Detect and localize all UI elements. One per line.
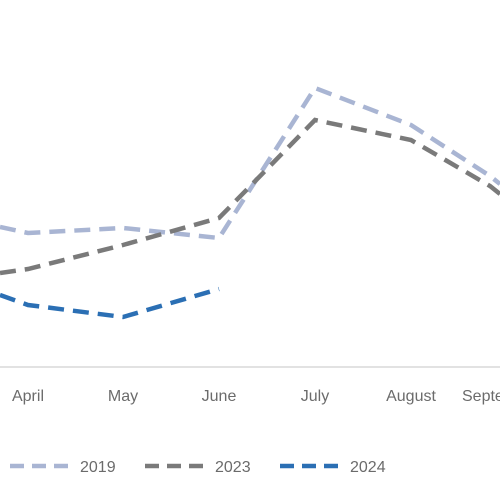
x-tick-label: Septe: [462, 388, 500, 405]
x-tick-labels: April May June July August Septe: [12, 388, 500, 405]
series-layer: [0, 85, 500, 320]
legend-label-2024: 2024: [350, 459, 386, 476]
legend-item-2023: 2023: [145, 459, 251, 476]
legend-label-2019: 2019: [80, 459, 116, 476]
x-tick-label: June: [202, 388, 237, 405]
series-line-2019: [0, 85, 500, 241]
x-tick-label: April: [12, 388, 44, 405]
legend-label-2023: 2023: [215, 459, 251, 476]
x-tick-label: August: [386, 388, 436, 405]
series-line-2023: [0, 117, 500, 276]
x-tick-label: May: [108, 388, 138, 405]
series-line-2024: [0, 286, 220, 320]
legend: 2019 2023 2024: [10, 459, 386, 476]
x-tick-label: July: [301, 388, 329, 405]
legend-item-2024: 2024: [280, 459, 386, 476]
legend-item-2019: 2019: [10, 459, 116, 476]
